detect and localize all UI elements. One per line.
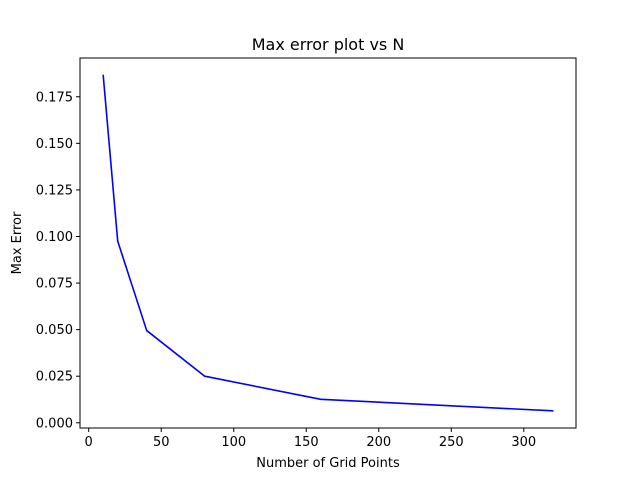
x-tick-label: 300 bbox=[511, 435, 536, 450]
plot-area-frame bbox=[79, 57, 577, 429]
y-tick-label: 0.025 bbox=[36, 370, 73, 385]
y-axis: 0.000 0.025 0.050 0.075 0.100 0.125 0.150 0.175 bbox=[36, 90, 80, 431]
x-tick-label: 0 bbox=[85, 435, 93, 450]
data-point bbox=[319, 398, 322, 401]
x-axis-label: Number of Grid Points bbox=[256, 456, 400, 471]
chart-title: Max error plot vs N bbox=[252, 35, 405, 54]
y-tick-label: 0.175 bbox=[36, 90, 73, 105]
series-line bbox=[102, 75, 553, 412]
x-tick-label: 150 bbox=[294, 435, 319, 450]
x-tick-label: 100 bbox=[221, 435, 246, 450]
y-axis-label: Max Error bbox=[10, 211, 25, 274]
y-tick-label: 0.075 bbox=[36, 277, 73, 292]
y-tick-label: 0.050 bbox=[36, 323, 73, 338]
data-point bbox=[203, 375, 206, 378]
data-point bbox=[145, 329, 148, 332]
y-tick-label: 0.100 bbox=[36, 230, 73, 245]
data-point bbox=[102, 74, 105, 77]
x-tick-label: 250 bbox=[439, 435, 464, 450]
x-tick-label: 50 bbox=[153, 435, 170, 450]
y-tick-label: 0.000 bbox=[36, 416, 73, 431]
x-axis: 0 50 100 150 200 250 300 bbox=[85, 428, 536, 450]
data-point bbox=[551, 410, 554, 412]
y-tick-label: 0.125 bbox=[36, 183, 73, 198]
x-tick-label: 200 bbox=[366, 435, 391, 450]
y-tick-label: 0.150 bbox=[36, 137, 73, 152]
series-layer bbox=[102, 74, 554, 412]
data-point bbox=[116, 240, 119, 242]
